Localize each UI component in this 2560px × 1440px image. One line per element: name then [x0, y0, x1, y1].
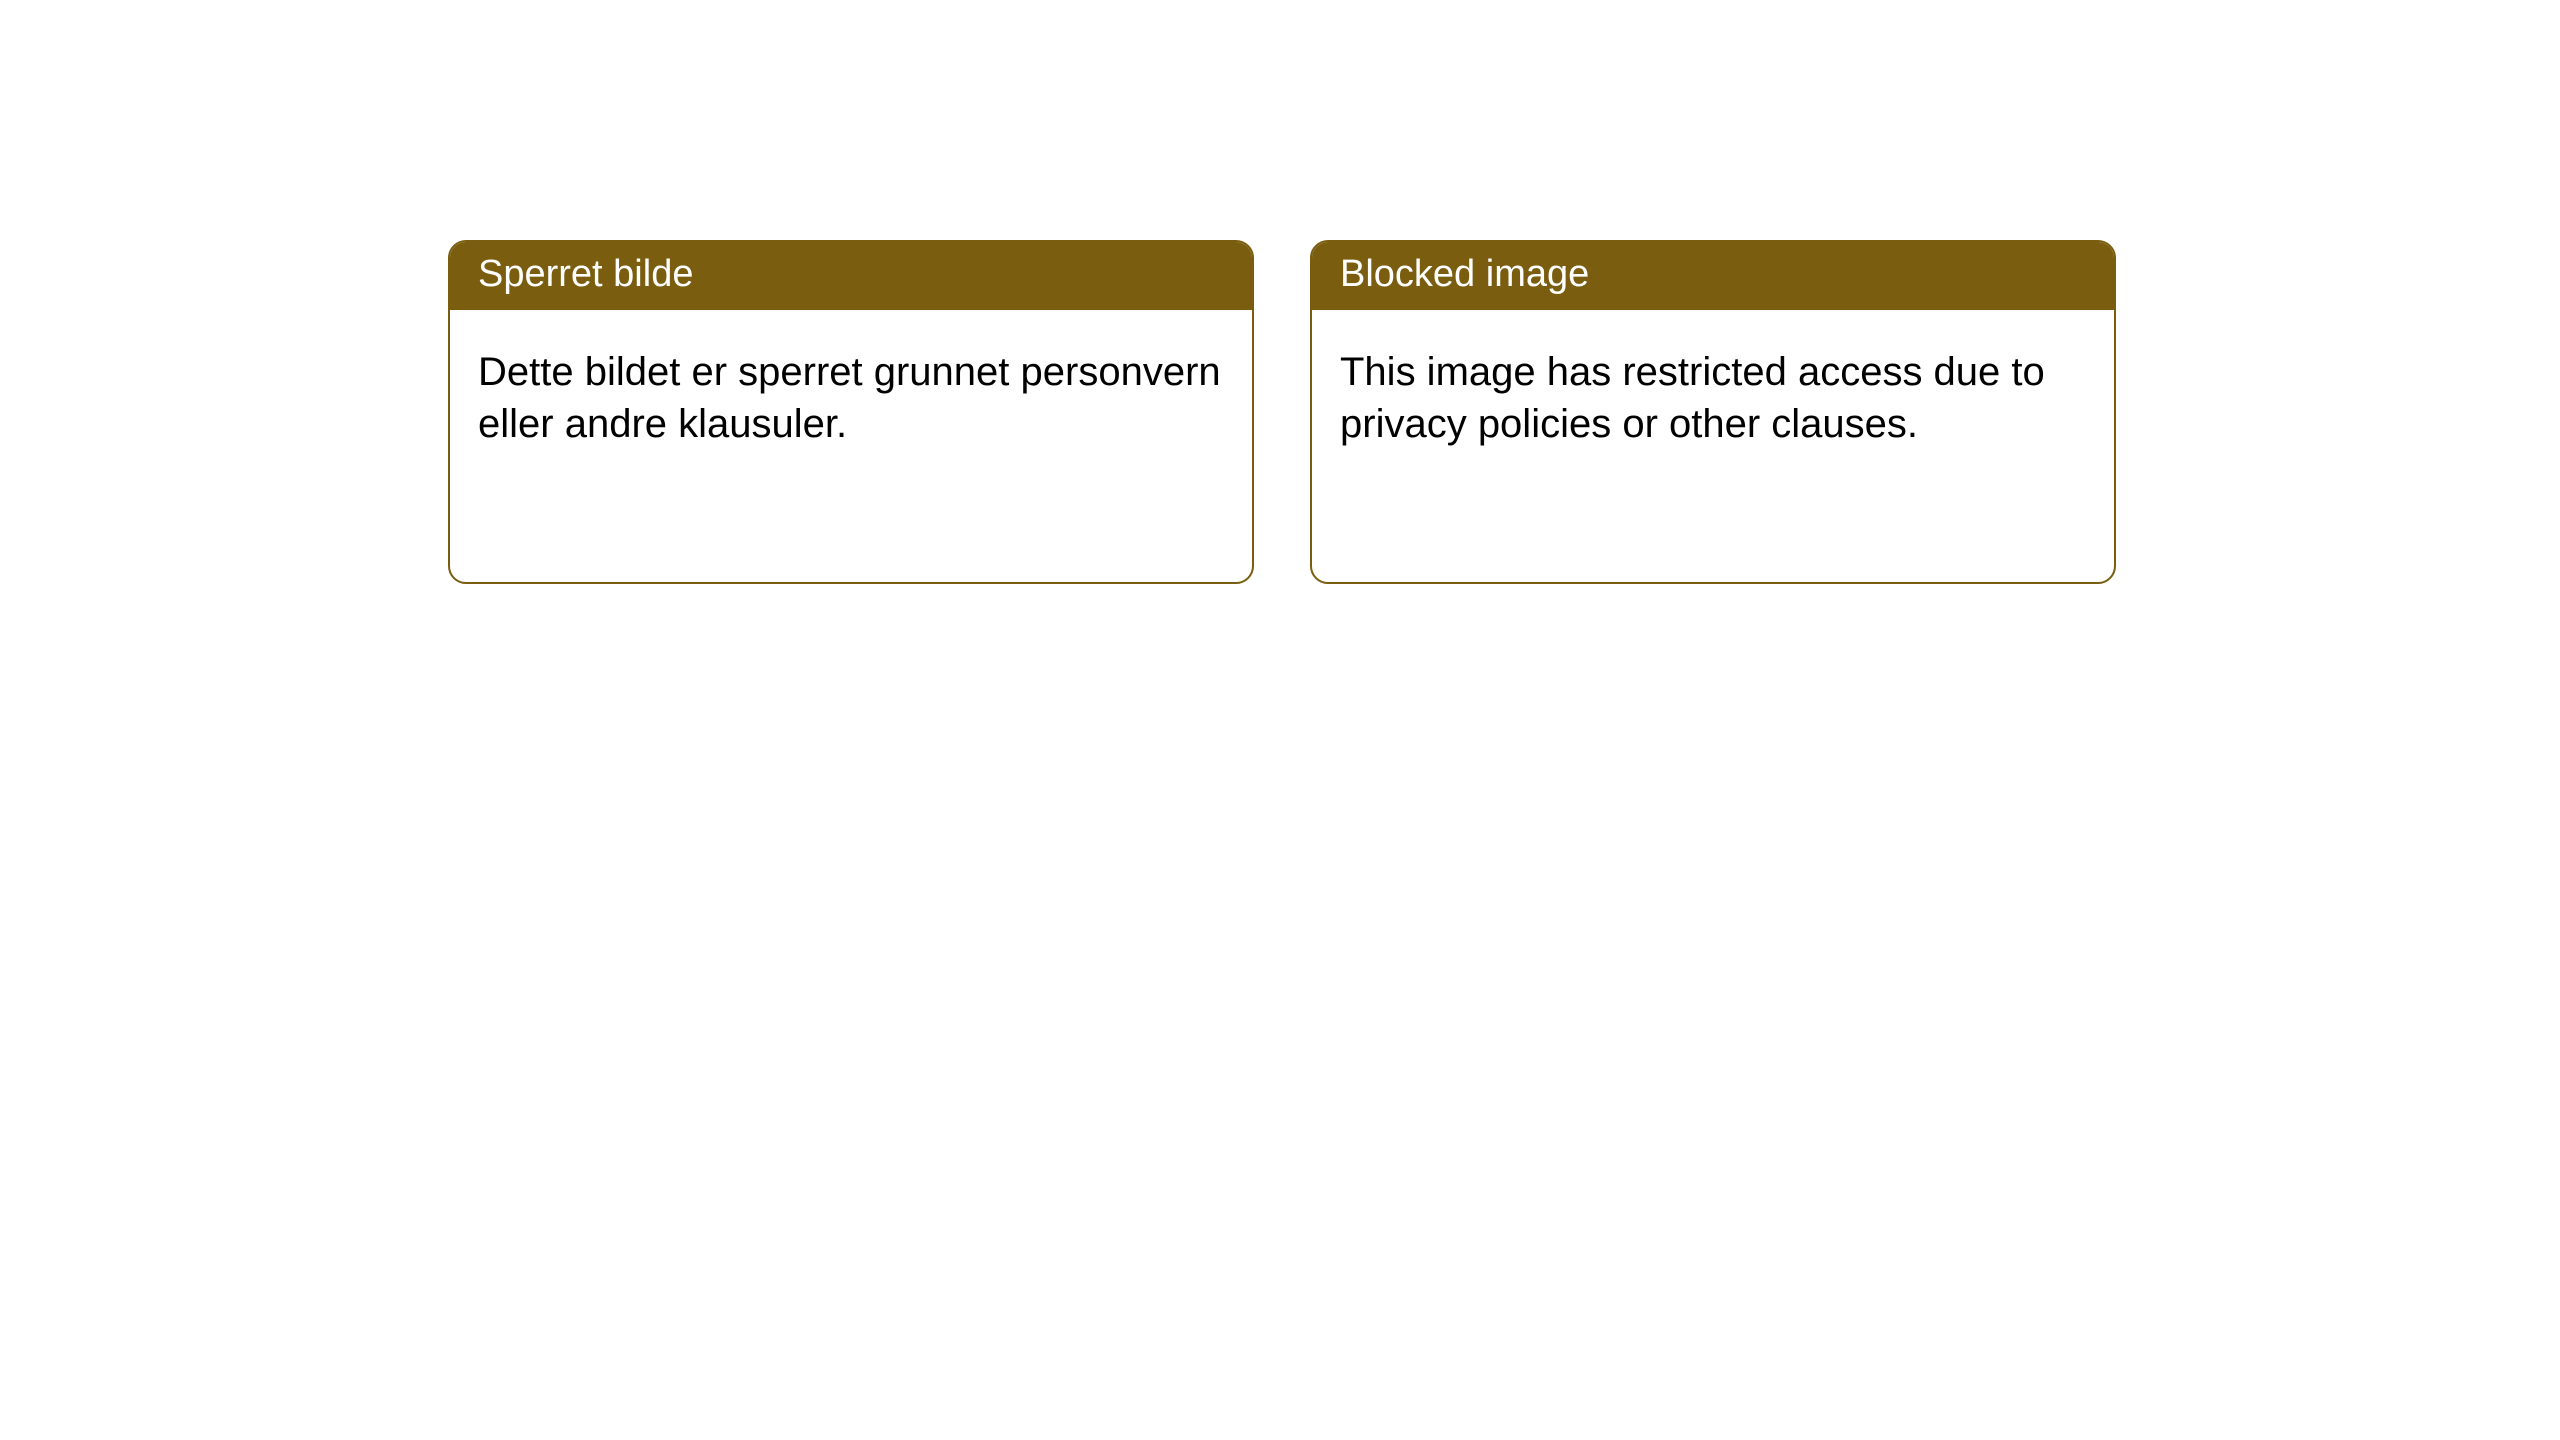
card-message-norwegian: Dette bildet er sperret grunnet personve…: [478, 350, 1221, 446]
card-body-norwegian: Dette bildet er sperret grunnet personve…: [450, 310, 1252, 582]
blocked-image-card-english: Blocked image This image has restricted …: [1310, 240, 2116, 584]
card-body-english: This image has restricted access due to …: [1312, 310, 2114, 582]
card-title-english: Blocked image: [1340, 253, 1589, 295]
blocked-image-card-norwegian: Sperret bilde Dette bildet er sperret gr…: [448, 240, 1254, 584]
card-header-norwegian: Sperret bilde: [450, 242, 1252, 310]
card-header-english: Blocked image: [1312, 242, 2114, 310]
card-message-english: This image has restricted access due to …: [1340, 350, 2045, 446]
card-title-norwegian: Sperret bilde: [478, 253, 693, 295]
notice-container: Sperret bilde Dette bildet er sperret gr…: [0, 0, 2560, 584]
